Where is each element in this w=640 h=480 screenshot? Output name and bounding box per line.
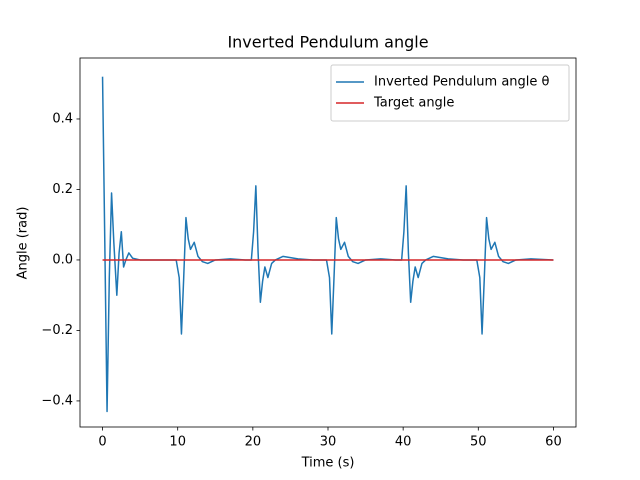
y-tick-label: 0.2: [52, 182, 73, 197]
legend-label: Target angle: [373, 96, 454, 111]
y-tick-label: −0.4: [41, 393, 73, 408]
y-axis-label: Angle (rad): [16, 207, 31, 280]
y-tick-label: 0.4: [52, 111, 73, 126]
y-tick-label: −0.2: [41, 323, 73, 338]
chart-title: Inverted Pendulum angle: [227, 33, 428, 52]
x-tick-label: 0: [98, 435, 106, 450]
x-tick-label: 40: [395, 435, 412, 450]
legend-box: [330, 64, 570, 122]
y-tick-label: 0.0: [52, 252, 73, 267]
x-axis-label: Time (s): [301, 456, 355, 471]
plot-frame: [79, 57, 577, 428]
x-tick-label: 10: [169, 435, 186, 450]
x-tick-label: 20: [245, 435, 262, 450]
x-tick-label: 50: [470, 435, 487, 450]
x-tick-label: 60: [545, 435, 562, 450]
x-tick-label: 30: [320, 435, 337, 450]
legend-label: Inverted Pendulum angle θ: [374, 75, 550, 90]
